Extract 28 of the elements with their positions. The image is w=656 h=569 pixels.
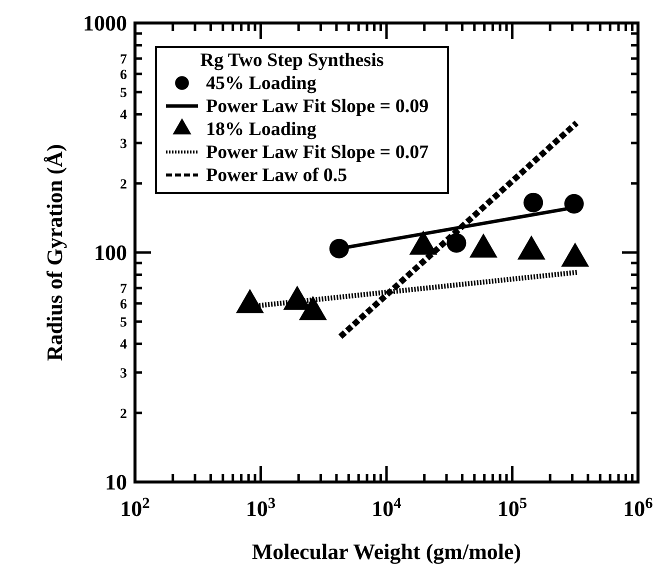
y-axis-title: Radius of Gyration (Å) xyxy=(42,144,67,361)
legend-label: Power Law of 0.5 xyxy=(206,165,348,186)
y-tick-label: 100 xyxy=(94,240,127,266)
text: 2 xyxy=(120,406,127,422)
text: 4 xyxy=(120,108,127,124)
legend-label: 45% Loading xyxy=(206,73,317,94)
x-tick-label: 10$^{6}$ xyxy=(623,494,654,521)
text: 4 xyxy=(120,338,127,353)
text: 7 xyxy=(120,282,127,297)
y-tick-label: 1000 xyxy=(83,10,127,36)
text: 5 xyxy=(120,86,127,101)
text: 6 xyxy=(120,68,127,83)
legend-label: Power Law Fit Slope = 0.09 xyxy=(206,96,429,117)
x-tick-label: 10$^{4}$ xyxy=(372,494,402,521)
text: 3 xyxy=(120,366,127,382)
x-tick-label: 10$^{2}$ xyxy=(120,494,150,521)
x-tick-label: 10$^{3}$ xyxy=(246,494,276,521)
text: 6 xyxy=(120,297,127,312)
x-axis-title: Molecular Weight (gm/mole) xyxy=(252,539,522,564)
legend-title: Rg Two Step Synthesis xyxy=(200,50,384,71)
text: 2 xyxy=(120,177,127,192)
x-tick-label: 10$^{5}$ xyxy=(497,494,528,521)
text: 3 xyxy=(120,136,127,152)
legend-label: Power Law Fit Slope = 0.07 xyxy=(206,142,430,163)
y-tick-label: 10 xyxy=(105,470,127,495)
legend-label: 18% Loading xyxy=(206,119,317,140)
text: 5 xyxy=(120,315,127,330)
text: 7 xyxy=(120,52,127,68)
